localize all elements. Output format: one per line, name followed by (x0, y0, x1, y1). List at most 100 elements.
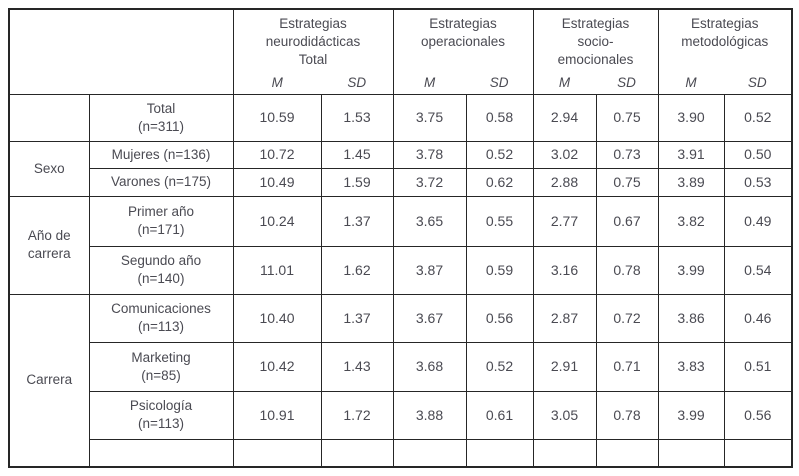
value-cell: 0.75 (595, 167, 659, 197)
row-label: Primer año (n=171) (88, 195, 234, 247)
mean-label: M (424, 74, 436, 90)
group-title: Estrategias metodológicas (661, 15, 790, 51)
value-cell: 1.45 (320, 140, 394, 169)
column-group-neurodidacticas: Estrategias neurodidácticas Total M SD (232, 8, 394, 95)
row-label-empty (88, 438, 234, 468)
value-cell: 2.88 (532, 167, 597, 197)
value-cell: 0.58 (465, 93, 534, 142)
group-title-line: operacionales (420, 33, 506, 49)
value-cell: 11.01 (232, 245, 322, 295)
value-cell: 3.88 (392, 390, 467, 440)
row-group-line: Sexo (33, 160, 65, 176)
value-cell: 0.54 (723, 245, 793, 295)
value-cell: 0.56 (723, 390, 793, 440)
table-row-primer-ano: Año de carrera Primer año (n=171) 10.24 … (8, 195, 793, 295)
row-group-label-carrera: Carrera (8, 293, 90, 468)
value-cell: 10.24 (232, 195, 322, 247)
value-cell: 3.05 (532, 390, 597, 440)
sd-label: SD (747, 74, 767, 90)
value-cell: 3.86 (657, 293, 725, 343)
row-group-line: Año de (27, 228, 71, 244)
value-cell: 3.99 (657, 245, 725, 295)
group-title-line: emocionales (557, 51, 634, 67)
value-cell: 0.52 (723, 93, 793, 142)
table-row-comunicaciones: Carrera Comunicaciones (n=113) 10.40 1.3… (8, 293, 793, 468)
value-cell-empty (657, 438, 725, 468)
value-cell: 2.94 (532, 93, 597, 142)
header-row: Estrategias neurodidácticas Total M SD E… (8, 8, 793, 95)
stat-subheaders: M SD (394, 74, 532, 92)
value-cell: 1.72 (320, 390, 394, 440)
value-cell: 3.89 (657, 167, 725, 197)
value-cell: 3.16 (532, 245, 597, 295)
table-row-empty (9, 438, 793, 468)
row-label-line: (n=113) (138, 416, 184, 431)
value-cell: 3.67 (392, 293, 467, 343)
group-title: Estrategias neurodidácticas Total (236, 15, 391, 68)
table-row-marketing: Marketing (n=85) 10.42 1.43 3.68 0.52 2.… (9, 341, 793, 392)
value-cell: 10.49 (232, 167, 322, 197)
value-cell: 0.55 (465, 195, 534, 247)
statistics-table: Estrategias neurodidácticas Total M SD E… (8, 8, 794, 468)
column-group-socioemocionales: Estrategias socio- emocionales M SD (532, 8, 659, 95)
column-group-metodologicas: Estrategias metodológicas M SD (657, 8, 793, 95)
value-cell: 1.62 (320, 245, 394, 295)
table-row-varones: Varones (n=175) 10.49 1.59 3.72 0.62 2.8… (9, 167, 793, 197)
table-row-psicologia: Psicología (n=113) 10.91 1.72 3.88 0.61 … (9, 390, 793, 440)
table-row-mujeres: Sexo Mujeres (n=136) 10.72 1.45 3.78 0.5… (8, 140, 793, 197)
row-label: Total (n=311) (88, 93, 234, 142)
group-title-line: Estrategias (690, 16, 759, 31)
mean-label: M (685, 74, 697, 90)
value-cell: 0.59 (465, 245, 534, 295)
row-label-line: (n=113) (138, 319, 184, 334)
value-cell: 0.46 (723, 293, 793, 343)
value-cell: 0.62 (465, 167, 534, 197)
sd-label: SD (489, 74, 509, 90)
value-cell: 0.51 (723, 341, 793, 392)
value-cell-empty (595, 438, 659, 468)
value-cell: 0.53 (723, 167, 793, 197)
row-label-line: Varones (n=175) (111, 174, 211, 190)
value-cell: 10.59 (232, 93, 322, 142)
corner-cell (8, 8, 234, 95)
value-cell: 3.99 (657, 390, 725, 440)
row-label-line: Primer año (127, 204, 195, 220)
stat-subheaders: M SD (659, 74, 791, 92)
value-cell: 0.61 (465, 390, 534, 440)
row-label-line: Total (146, 100, 176, 116)
row-group-label-sexo: Sexo (8, 140, 90, 197)
value-cell: 1.37 (320, 293, 394, 343)
value-cell: 10.72 (232, 140, 322, 169)
value-cell: 1.43 (320, 341, 394, 392)
row-label-line: Mujeres (n=136) (111, 146, 211, 162)
row-label-line: Segundo año (120, 253, 202, 269)
group-title-line: Estrategias (561, 16, 630, 31)
value-cell: 0.49 (723, 195, 793, 247)
group-title: Estrategias operacionales (396, 15, 531, 51)
value-cell-empty (532, 438, 597, 468)
value-cell: 0.52 (465, 341, 534, 392)
value-cell-empty (232, 438, 322, 468)
value-cell: 3.65 (392, 195, 467, 247)
value-cell-empty (392, 438, 467, 468)
row-label-line: (n=171) (137, 222, 185, 237)
row-group-line: Carrera (26, 372, 73, 388)
value-cell: 0.52 (465, 140, 534, 169)
value-cell: 2.87 (532, 293, 597, 343)
row-label: Mujeres (n=136) (88, 140, 234, 169)
value-cell: 0.78 (595, 390, 659, 440)
table-row-total: Total (n=311) 10.59 1.53 3.75 0.58 2.94 … (8, 93, 793, 142)
row-label-line: Psicología (129, 398, 193, 414)
value-cell: 10.42 (232, 341, 322, 392)
row-label-line: (n=311) (138, 118, 184, 134)
group-title-line: metodológicas (681, 33, 769, 49)
stat-subheaders: M SD (534, 74, 657, 92)
value-cell: 3.91 (657, 140, 725, 169)
value-cell: 0.71 (595, 341, 659, 392)
mean-label: M (271, 74, 283, 90)
value-cell: 0.78 (595, 245, 659, 295)
group-title-line: neurodidácticas (265, 33, 361, 49)
group-title: Estrategias socio- emocionales (536, 15, 656, 68)
row-label: Varones (n=175) (88, 167, 234, 197)
